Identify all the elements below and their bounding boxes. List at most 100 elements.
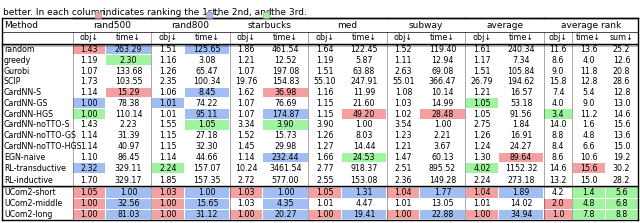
- Text: 119.40: 119.40: [429, 45, 456, 54]
- Text: 8.6: 8.6: [552, 56, 564, 65]
- FancyBboxPatch shape: [185, 109, 229, 119]
- Text: 273.18: 273.18: [508, 176, 535, 185]
- FancyBboxPatch shape: [573, 163, 605, 173]
- Text: 8.6: 8.6: [552, 153, 564, 162]
- FancyBboxPatch shape: [263, 188, 308, 198]
- Text: CardNN-noTTO-GS: CardNN-noTTO-GS: [4, 131, 77, 140]
- Text: 1.00: 1.00: [276, 188, 294, 197]
- FancyBboxPatch shape: [106, 209, 151, 219]
- FancyBboxPatch shape: [73, 163, 105, 173]
- Text: 577.00: 577.00: [272, 176, 300, 185]
- Text: 74.22: 74.22: [196, 99, 218, 108]
- Text: 153.08: 153.08: [350, 176, 378, 185]
- Text: 5.87: 5.87: [355, 56, 372, 65]
- FancyBboxPatch shape: [342, 109, 387, 119]
- Text: 44.66: 44.66: [196, 153, 218, 162]
- FancyBboxPatch shape: [106, 199, 151, 209]
- Text: 2.21: 2.21: [434, 131, 451, 140]
- Text: 122.45: 122.45: [350, 45, 378, 54]
- Text: CardNN-noTTO-HGS: CardNN-noTTO-HGS: [4, 142, 83, 151]
- Text: 1.14: 1.14: [81, 88, 98, 97]
- FancyBboxPatch shape: [73, 209, 105, 219]
- Text: 60.13: 60.13: [431, 153, 454, 162]
- Text: 11.2: 11.2: [580, 110, 598, 119]
- Text: 194.62: 194.62: [508, 77, 535, 86]
- FancyBboxPatch shape: [73, 199, 105, 209]
- Text: 1.03: 1.03: [395, 99, 412, 108]
- Text: 1.30: 1.30: [473, 153, 491, 162]
- Text: 10.24: 10.24: [235, 164, 257, 173]
- Text: 157.35: 157.35: [193, 176, 221, 185]
- Text: 105.84: 105.84: [508, 66, 535, 76]
- Text: 15.6: 15.6: [580, 164, 598, 173]
- Text: 4.35: 4.35: [276, 199, 294, 208]
- Text: EGN-naive: EGN-naive: [4, 153, 45, 162]
- Text: 10.6: 10.6: [580, 153, 598, 162]
- FancyBboxPatch shape: [205, 12, 212, 17]
- FancyBboxPatch shape: [152, 99, 184, 108]
- Text: 65.47: 65.47: [196, 66, 218, 76]
- Text: 1.21: 1.21: [395, 142, 412, 151]
- Text: 232.44: 232.44: [272, 153, 300, 162]
- Text: 14.6: 14.6: [613, 110, 630, 119]
- FancyBboxPatch shape: [342, 209, 387, 219]
- Text: 13.05: 13.05: [431, 199, 454, 208]
- Text: 21.60: 21.60: [353, 99, 375, 108]
- Text: 2.75: 2.75: [473, 120, 491, 130]
- FancyBboxPatch shape: [263, 199, 308, 209]
- Text: 28.48: 28.48: [431, 110, 454, 119]
- Text: 26.79: 26.79: [470, 77, 493, 86]
- FancyBboxPatch shape: [499, 153, 543, 162]
- Text: 25.2: 25.2: [613, 45, 630, 54]
- Text: 6.6: 6.6: [582, 142, 595, 151]
- Text: obj↓: obj↓: [394, 33, 413, 43]
- Text: 1.05: 1.05: [473, 99, 491, 108]
- Text: 1.85: 1.85: [159, 176, 177, 185]
- Text: 5.4: 5.4: [582, 88, 595, 97]
- Text: 1.07: 1.07: [81, 66, 98, 76]
- FancyBboxPatch shape: [106, 188, 151, 198]
- Text: 1.15: 1.15: [316, 110, 333, 119]
- Text: 133.68: 133.68: [115, 66, 142, 76]
- FancyBboxPatch shape: [185, 88, 229, 97]
- Text: obj↓: obj↓: [548, 33, 568, 43]
- Text: 329.17: 329.17: [115, 176, 142, 185]
- FancyBboxPatch shape: [387, 188, 419, 198]
- FancyBboxPatch shape: [499, 209, 543, 219]
- FancyBboxPatch shape: [387, 209, 419, 219]
- Text: better. In each column,: better. In each column,: [3, 8, 108, 17]
- Text: 4.47: 4.47: [355, 199, 373, 208]
- Text: 11.8: 11.8: [580, 66, 597, 76]
- Text: 31.12: 31.12: [196, 210, 218, 219]
- FancyBboxPatch shape: [106, 45, 151, 54]
- Text: CardNN-GS: CardNN-GS: [4, 99, 49, 108]
- Text: 76.69: 76.69: [275, 99, 297, 108]
- FancyBboxPatch shape: [573, 209, 605, 219]
- Text: 14.02: 14.02: [510, 199, 532, 208]
- Text: 9.0: 9.0: [552, 66, 564, 76]
- Text: 1.00: 1.00: [159, 210, 177, 219]
- Text: 1.51: 1.51: [316, 66, 333, 76]
- Text: 1.21: 1.21: [473, 88, 491, 97]
- FancyBboxPatch shape: [230, 188, 262, 198]
- Text: time↓: time↓: [351, 33, 376, 43]
- Text: 16.91: 16.91: [510, 131, 532, 140]
- FancyBboxPatch shape: [185, 199, 229, 209]
- Text: 12.52: 12.52: [275, 56, 297, 65]
- Text: 2.63: 2.63: [395, 66, 412, 76]
- Text: 1.62: 1.62: [237, 88, 255, 97]
- Text: 1.03: 1.03: [237, 188, 255, 197]
- Text: 3.34: 3.34: [237, 120, 255, 130]
- Text: 7.4: 7.4: [552, 88, 564, 97]
- Text: 16.57: 16.57: [510, 88, 532, 97]
- Text: 1.01: 1.01: [316, 199, 333, 208]
- Text: 4.8: 4.8: [582, 131, 595, 140]
- Text: time↓: time↓: [576, 33, 601, 43]
- FancyBboxPatch shape: [263, 209, 308, 219]
- Text: 1.66: 1.66: [316, 153, 333, 162]
- FancyBboxPatch shape: [545, 199, 572, 209]
- FancyBboxPatch shape: [73, 99, 105, 108]
- FancyBboxPatch shape: [152, 188, 184, 198]
- FancyBboxPatch shape: [263, 120, 308, 130]
- Text: 1.43: 1.43: [81, 45, 98, 54]
